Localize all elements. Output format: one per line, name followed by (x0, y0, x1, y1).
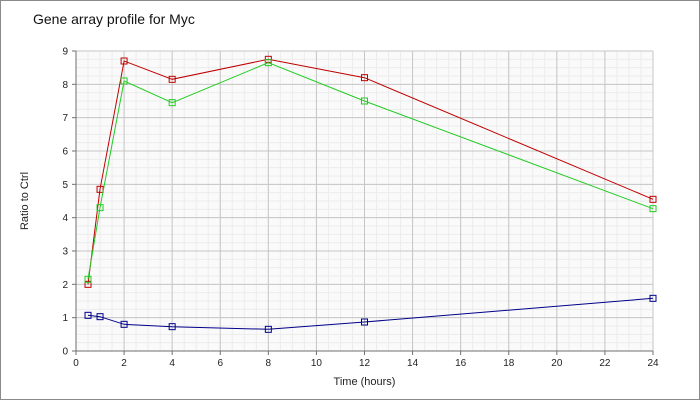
series-3-point (361, 318, 368, 326)
series-2-point (120, 77, 128, 85)
y-tick-label: 5 (62, 180, 68, 191)
y-tick-label: 0 (62, 347, 68, 358)
chart-title: Gene array profile for Myc (33, 11, 195, 27)
x-tick-label: 4 (169, 358, 175, 369)
x-tick-label: 10 (311, 358, 323, 369)
x-tick-label: 20 (551, 358, 563, 369)
x-axis-label: Time (hours) (334, 376, 396, 388)
series-2-point (264, 59, 272, 67)
x-tick-label: 0 (73, 358, 79, 369)
series-3-line (87, 297, 654, 330)
series-1-point (168, 75, 176, 83)
series-1-point (649, 195, 657, 203)
series-1-point (361, 74, 368, 82)
series-2-point (168, 99, 176, 107)
y-tick-label: 7 (62, 113, 68, 124)
x-tick-label: 16 (455, 358, 467, 369)
y-axis-label: Ratio to Ctrl (19, 172, 31, 230)
series-3-point (168, 323, 176, 331)
series-1-line (87, 58, 654, 285)
y-tick-label: 9 (62, 47, 68, 58)
series-2-point (361, 97, 368, 105)
series-3-point (120, 320, 128, 328)
series-2-point (96, 204, 104, 212)
series-3-point (649, 294, 657, 302)
series-3-point (96, 313, 104, 321)
y-tick-label: 1 (62, 313, 68, 324)
x-tick-label: 2 (121, 358, 127, 369)
y-tick-label: 3 (62, 247, 68, 258)
series-3-point (84, 311, 92, 319)
y-tick-label: 4 (62, 213, 68, 224)
x-tick-label: 14 (407, 358, 419, 369)
series-3-point (264, 325, 272, 333)
series-2-line (87, 62, 654, 280)
x-tick-label: 6 (217, 358, 223, 369)
x-tick-label: 8 (266, 358, 272, 369)
series-2-point (649, 205, 657, 213)
x-tick-label: 18 (503, 358, 515, 369)
x-tick-label: 12 (359, 358, 371, 369)
x-tick-label: 22 (599, 358, 611, 369)
y-tick-label: 8 (62, 80, 68, 91)
y-tick-label: 6 (62, 147, 68, 158)
x-tick-label: 24 (647, 358, 659, 369)
series-1-point (120, 57, 128, 65)
series-1-point (84, 280, 92, 288)
series-2-point (84, 275, 92, 283)
y-tick-label: 2 (62, 280, 68, 291)
